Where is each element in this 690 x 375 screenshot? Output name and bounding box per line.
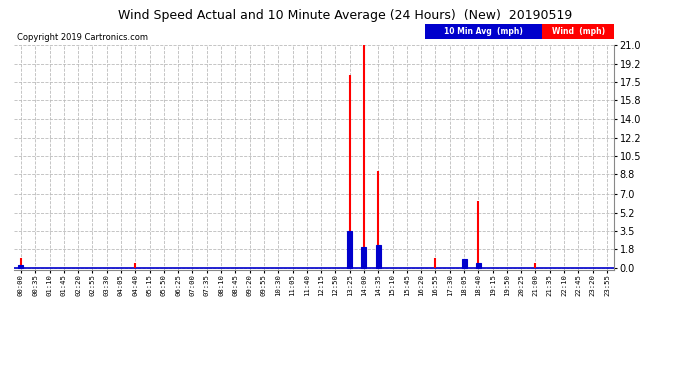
Text: 10 Min Avg  (mph): 10 Min Avg (mph) bbox=[444, 27, 523, 36]
Bar bbox=[462, 260, 466, 268]
Text: Copyright 2019 Cartronics.com: Copyright 2019 Cartronics.com bbox=[17, 33, 148, 42]
Bar bbox=[19, 265, 23, 268]
FancyBboxPatch shape bbox=[425, 24, 542, 39]
Bar bbox=[376, 244, 381, 268]
Bar bbox=[347, 231, 352, 268]
FancyBboxPatch shape bbox=[542, 24, 614, 39]
Bar bbox=[362, 247, 366, 268]
Text: Wind Speed Actual and 10 Minute Average (24 Hours)  (New)  20190519: Wind Speed Actual and 10 Minute Average … bbox=[118, 9, 572, 22]
Text: Wind  (mph): Wind (mph) bbox=[551, 27, 604, 36]
Bar bbox=[476, 262, 481, 268]
